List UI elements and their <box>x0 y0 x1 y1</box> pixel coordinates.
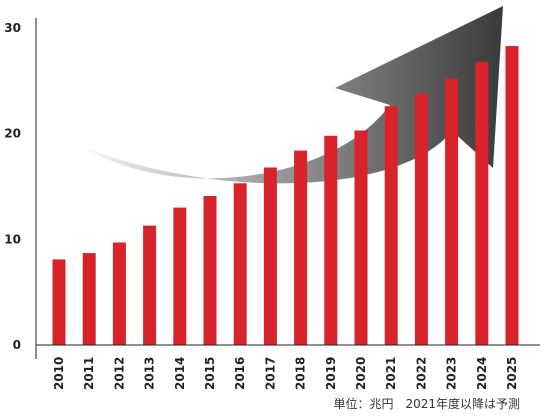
x-tick-label-2020: 2020 <box>354 357 368 390</box>
x-tick-label-2010: 2010 <box>52 357 66 390</box>
y-tick-label-30: 30 <box>4 21 21 35</box>
trend-arrow-shape <box>86 6 503 184</box>
trend-arrow <box>86 6 503 184</box>
bar-2013 <box>143 225 157 345</box>
x-tick-label-2018: 2018 <box>294 357 308 390</box>
x-tick-label-2016: 2016 <box>233 357 247 390</box>
bar-2017 <box>263 167 277 345</box>
bar-2023 <box>445 78 459 345</box>
bar-2014 <box>173 207 187 345</box>
x-tick-label-2025: 2025 <box>505 357 519 390</box>
bar-2010 <box>52 259 66 345</box>
y-tick-label-10: 10 <box>4 232 21 246</box>
x-tick-label-2014: 2014 <box>173 357 187 390</box>
y-tick-label-0: 0 <box>13 338 21 352</box>
x-tick-label-2011: 2011 <box>82 357 96 390</box>
x-tick-label-2021: 2021 <box>384 357 398 390</box>
bar-2020 <box>354 130 368 345</box>
y-tick-label-20: 20 <box>4 127 21 141</box>
bar-2018 <box>294 150 308 345</box>
bar-2015 <box>203 196 217 345</box>
x-tick-label-2019: 2019 <box>324 357 338 390</box>
unit-note: 単位：兆円 2021年度以降は予測 <box>333 396 520 411</box>
bar-2022 <box>414 93 428 345</box>
bars <box>52 46 519 346</box>
x-tick-label-2012: 2012 <box>112 357 126 390</box>
bar-2011 <box>82 253 96 345</box>
x-tick-label-2017: 2017 <box>263 357 277 390</box>
x-tick-labels: 2010 2011 2012 2013 2014 2015 2016 2017 2018 2019… <box>52 357 519 390</box>
x-tick-label-2013: 2013 <box>143 357 157 390</box>
x-tick-label-2024: 2024 <box>475 357 489 390</box>
x-tick-label-2015: 2015 <box>203 357 217 390</box>
x-tick-label-2023: 2023 <box>445 357 459 390</box>
bar-2024 <box>475 61 489 346</box>
bar-2021 <box>384 106 398 345</box>
bar-2025 <box>505 46 519 345</box>
bar-2019 <box>324 135 338 345</box>
y-ticks: 0 10 20 30 <box>4 21 21 352</box>
axes <box>35 18 540 359</box>
bar-2016 <box>233 183 247 345</box>
x-tick-label-2022: 2022 <box>414 357 428 390</box>
bar-2012 <box>112 242 126 345</box>
